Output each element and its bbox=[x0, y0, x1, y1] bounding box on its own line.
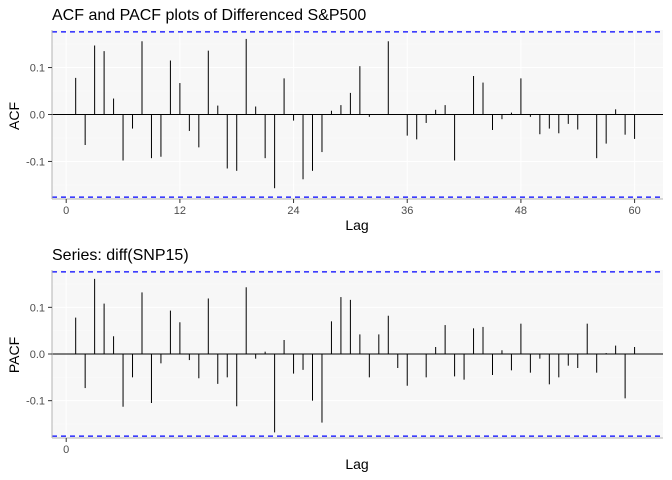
acf-title: ACF and PACF plots of Differenced S&P500 bbox=[52, 7, 366, 24]
pacf-y-tick-label: -0.1 bbox=[26, 396, 45, 408]
acf-y-tick-label: 0.1 bbox=[30, 63, 45, 75]
acf-x-tick-label: 60 bbox=[628, 205, 640, 217]
acf-ylabel: ACF bbox=[6, 102, 22, 130]
pacf-ylabel: PACF bbox=[6, 337, 22, 373]
pacf-y-tick-label: 0.0 bbox=[30, 349, 45, 361]
pacf-title: Series: diff(SNP15) bbox=[52, 247, 189, 264]
pacf-y-tick-label: 0.1 bbox=[30, 302, 45, 314]
acf-x-tick-label: 12 bbox=[174, 205, 186, 217]
pacf-panel: 0.1 0.0 -0.1 0 bbox=[26, 270, 663, 456]
acf-xlabel: Lag bbox=[345, 217, 368, 233]
acf-x-tick-label: 24 bbox=[287, 205, 299, 217]
pacf-x-tick-label: 0 bbox=[63, 444, 69, 456]
pacf-xlabel: Lag bbox=[345, 456, 368, 472]
acf-x-tick-label: 48 bbox=[515, 205, 527, 217]
acf-y-tick-label: -0.1 bbox=[26, 156, 45, 168]
acf-x-tick-label: 0 bbox=[63, 205, 69, 217]
acf-y-tick-label: 0.0 bbox=[30, 110, 45, 122]
acf-x-tick-label: 36 bbox=[401, 205, 413, 217]
acf-panel: 0.1 0.0 -0.1 0 12 24 36 48 60 bbox=[26, 30, 663, 217]
